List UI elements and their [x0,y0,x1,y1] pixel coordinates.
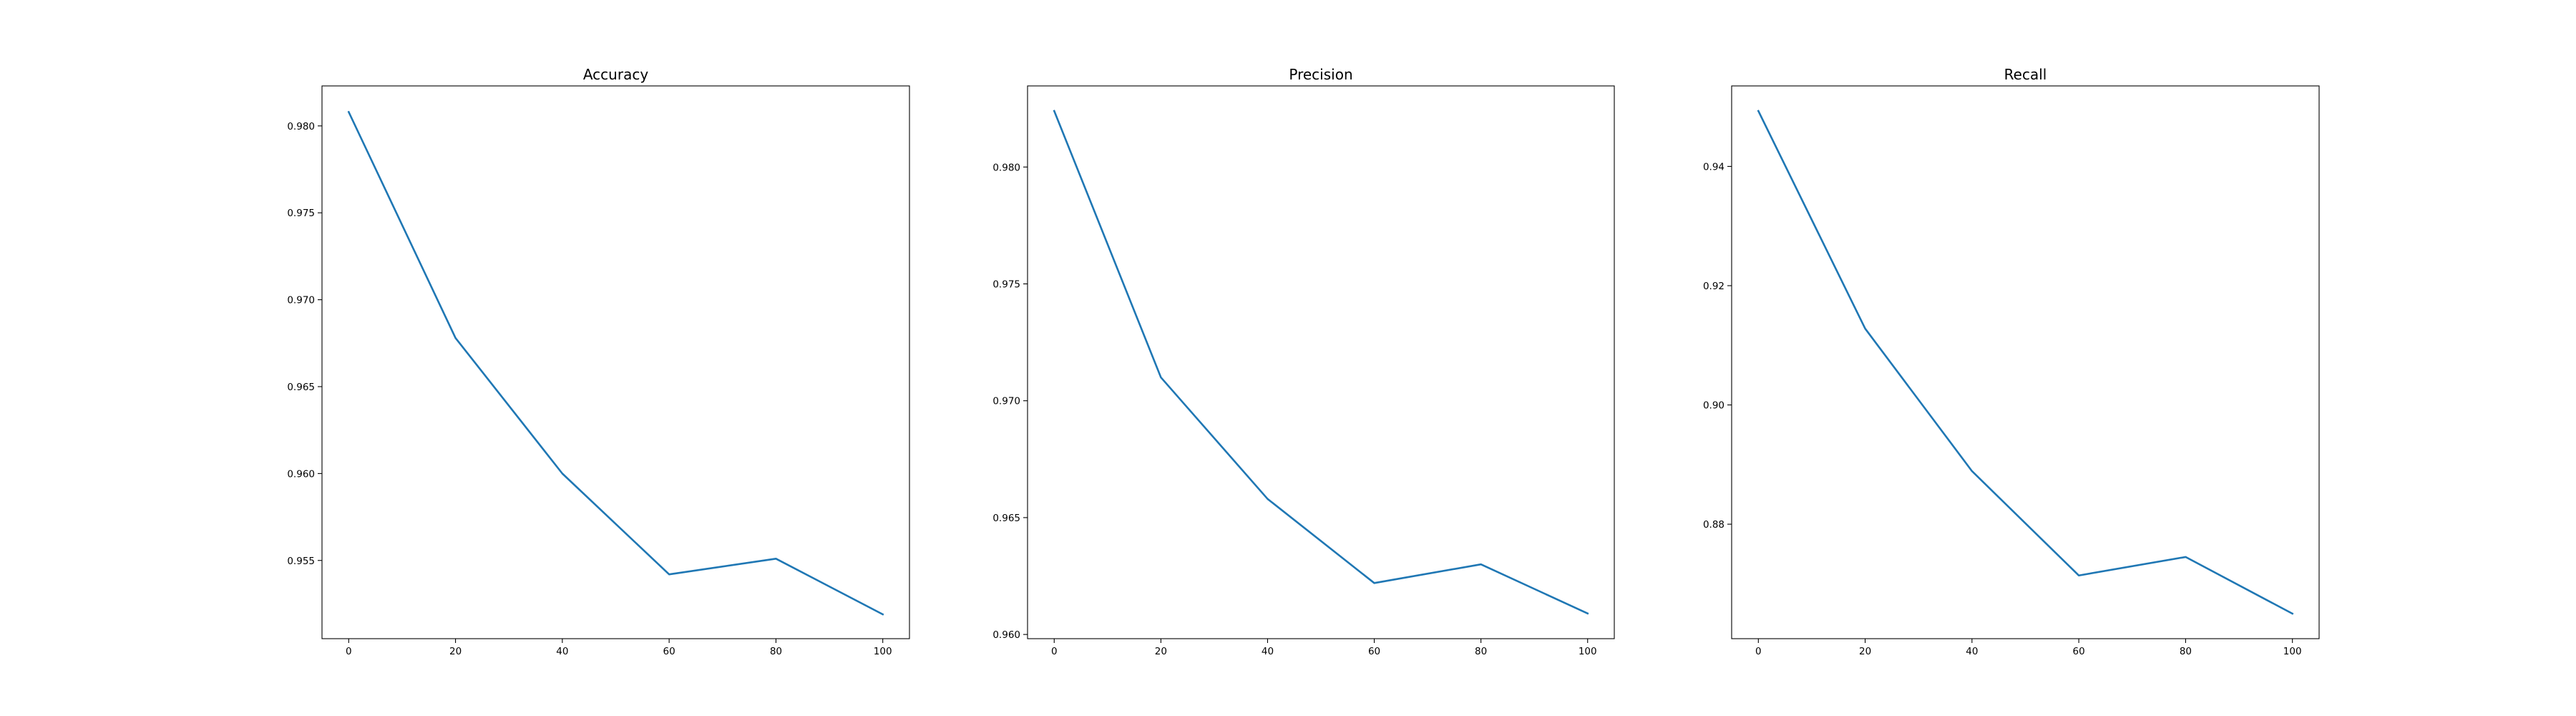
precision-series-line [1053,110,1589,615]
precision-x-tick-label: 20 [1155,646,1167,657]
precision-y-tick-label: 0.960 [992,629,1020,641]
recall-x-tick-label: 60 [2073,646,2085,657]
accuracy-x-tick-label: 80 [770,646,782,657]
recall-chart: Recall 0 20 40 60 80 100 0.88 0.90 0.92 0.94 [1703,66,2320,657]
recall-title: Recall [2004,66,2047,83]
accuracy-series-line [347,110,884,616]
accuracy-y-tick-label: 0.960 [287,468,315,480]
precision-x-tick-label: 100 [1579,646,1597,657]
accuracy-y-tick-label: 0.980 [287,121,315,132]
recall-y-tick-label: 0.94 [1703,161,1724,173]
accuracy-y-tick-label: 0.975 [287,208,315,219]
accuracy-y-tick-label: 0.970 [287,295,315,306]
accuracy-title: Accuracy [583,66,648,83]
precision-x-tick-label: 40 [1262,646,1274,657]
recall-x-tick-label: 80 [2180,646,2192,657]
precision-axes-frame [1027,85,1615,639]
accuracy-x-tick-label: 40 [556,646,568,657]
precision-y-tick-label: 0.970 [992,396,1020,407]
recall-y-tick-label: 0.88 [1703,519,1724,531]
recall-x-tick-label: 0 [1755,646,1762,657]
accuracy-axes-frame [321,85,910,639]
accuracy-x-tick-label: 60 [663,646,675,657]
recall-series-line [1757,110,2294,615]
recall-x-tick-label: 100 [2283,646,2302,657]
accuracy-x-tick-label: 20 [449,646,462,657]
accuracy-x-tick-label: 100 [874,646,892,657]
recall-y-tick-label: 0.92 [1703,281,1724,292]
precision-x-tick-label: 60 [1368,646,1380,657]
precision-y-tick-label: 0.975 [992,279,1020,290]
precision-x-tick-label: 80 [1475,646,1487,657]
precision-chart: Precision 0 20 40 60 80 100 0.960 0.965 0.970 0.97… [992,66,1615,657]
precision-title: Precision [1289,66,1352,83]
recall-axes-frame [1731,85,2320,639]
recall-y-tick-label: 0.90 [1703,400,1724,412]
precision-x-tick-label: 0 [1051,646,1058,657]
accuracy-chart: Accuracy 0 20 40 60 80 100 0.955 0.960 0.965 0.970… [287,66,910,657]
accuracy-y-tick-label: 0.955 [287,556,315,567]
recall-x-tick-label: 20 [1859,646,1871,657]
accuracy-y-tick-label: 0.965 [287,382,315,393]
accuracy-x-tick-label: 0 [346,646,352,657]
precision-y-tick-label: 0.965 [992,513,1020,524]
recall-x-tick-label: 40 [1966,646,1978,657]
precision-y-tick-label: 0.980 [992,162,1020,173]
